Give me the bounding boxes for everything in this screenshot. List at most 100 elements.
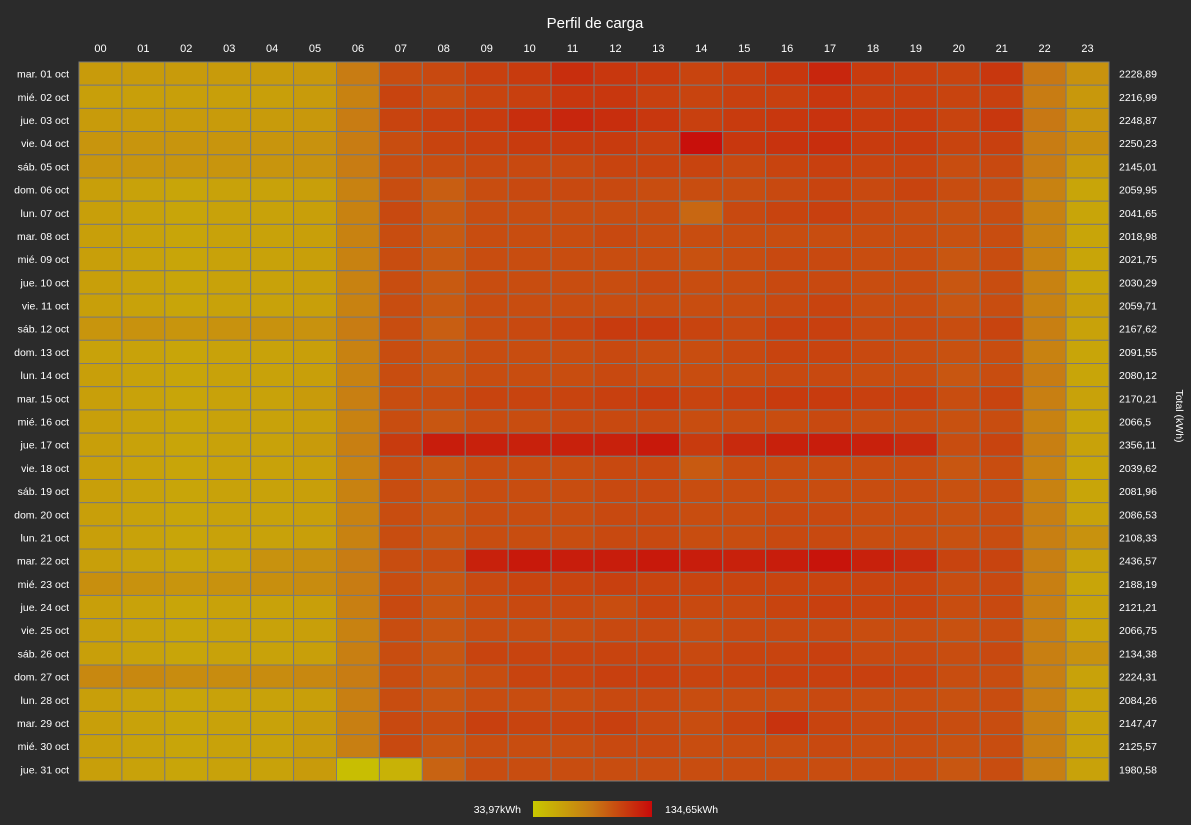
heatmap-cell (636, 61, 681, 86)
heatmap-cell (293, 200, 338, 225)
heatmap-cell (507, 386, 552, 411)
heatmap-cell (679, 548, 724, 573)
heatmap-cell (722, 61, 767, 86)
heatmap-cell (164, 525, 209, 550)
heatmap-cell (78, 223, 123, 249)
row-total-labels: 2228,89 2216,99 2248,87 2250,23 2145,01 2059,… (1119, 69, 1157, 777)
day-label: lun. 14 oct (21, 370, 70, 382)
heatmap-cell (936, 548, 981, 573)
heatmap-cell (593, 386, 638, 411)
heatmap-cell (164, 409, 209, 434)
row-total: 2436,57 (1119, 556, 1157, 568)
heatmap-cell (679, 478, 724, 504)
heatmap-cell (336, 548, 380, 573)
heatmap-cell (421, 478, 466, 504)
heatmap-cell (893, 316, 938, 341)
heatmap-cell (979, 548, 1024, 573)
heatmap-cell (421, 687, 466, 712)
heatmap-cell (679, 177, 724, 202)
heatmap-cell (1022, 548, 1067, 573)
heatmap-cell (336, 316, 380, 341)
hour-label-22: 22 (1039, 43, 1051, 55)
heatmap-cell (164, 478, 209, 504)
heatmap-cell (464, 687, 509, 712)
heatmap-cells (78, 61, 1110, 782)
heatmap-cell (936, 223, 981, 249)
heatmap-cell (1065, 664, 1110, 689)
heatmap-cell (636, 594, 681, 620)
hour-label-08: 08 (438, 43, 450, 55)
heatmap-cell (593, 247, 638, 272)
heatmap-cell (207, 478, 252, 504)
heatmap-cell (507, 270, 552, 295)
heatmap-cell (765, 757, 810, 782)
heatmap-cell (378, 84, 423, 109)
heatmap-cell (1065, 316, 1110, 341)
heatmap-cell (464, 247, 509, 272)
heatmap-cell (593, 316, 638, 341)
chart-title: Perfil de carga (547, 15, 644, 32)
heatmap-cell (336, 107, 380, 133)
heatmap-cell (464, 61, 509, 86)
heatmap-cell (378, 61, 423, 86)
heatmap-cell (979, 594, 1024, 620)
heatmap-cell (765, 710, 810, 736)
heatmap-cell (507, 293, 552, 318)
heatmap-cell (507, 247, 552, 272)
heatmap-cell (593, 293, 638, 318)
heatmap-cell (936, 84, 981, 109)
hour-label-01: 01 (137, 43, 149, 55)
heatmap-cell (851, 734, 895, 759)
heatmap-cell (893, 84, 938, 109)
heatmap-cell (507, 107, 552, 133)
heatmap-cell (550, 363, 595, 388)
heatmap-cell (121, 386, 166, 411)
heatmap-cell (464, 200, 509, 225)
heatmap-cell (936, 363, 981, 388)
heatmap-cell (464, 270, 509, 295)
heatmap-cell (1022, 409, 1067, 434)
y-axis-day-labels: mar. 01 oct mié. 02 oct jue. 03 oct vie. 04… (14, 69, 69, 777)
heatmap-cell (1065, 432, 1110, 457)
heatmap-cell (421, 386, 466, 411)
heatmap-cell (936, 594, 981, 620)
heatmap-cell (293, 502, 338, 527)
heatmap-cell (1022, 316, 1067, 341)
heatmap-cell (250, 409, 295, 434)
heatmap-cell (336, 386, 380, 411)
heatmap-cell (979, 223, 1024, 249)
heatmap-cell (164, 757, 209, 782)
heatmap-cell (78, 409, 123, 434)
heatmap-cell (893, 61, 938, 86)
heatmap-cell (593, 432, 638, 457)
heatmap-cell (765, 664, 810, 689)
heatmap-cell (207, 502, 252, 527)
heatmap-cell (250, 455, 295, 480)
heatmap-cell (207, 757, 252, 782)
heatmap-cell (851, 223, 895, 249)
hour-label-09: 09 (481, 43, 493, 55)
heatmap-cell (421, 61, 466, 86)
heatmap-cell (851, 131, 895, 156)
heatmap-cell (979, 409, 1024, 434)
heatmap-cell (765, 131, 810, 156)
heatmap-cell (893, 363, 938, 388)
heatmap-cell (164, 270, 209, 295)
heatmap-cell (1022, 571, 1067, 596)
heatmap-cell (722, 409, 767, 434)
row-total: 2066,5 (1119, 417, 1151, 429)
heatmap-cell (421, 177, 466, 202)
heatmap-cell (507, 525, 552, 550)
heatmap-cell (207, 432, 252, 457)
heatmap-cell (78, 339, 123, 365)
day-label: jue. 24 oct (20, 602, 70, 614)
heatmap-cell (207, 293, 252, 318)
heatmap-cell (378, 270, 423, 295)
heatmap-cell (636, 107, 681, 133)
heatmap-cell (550, 641, 595, 666)
heatmap-cell (593, 734, 638, 759)
day-label: mar. 29 oct (17, 718, 69, 730)
heatmap-cell (679, 316, 724, 341)
heatmap-cell (1022, 641, 1067, 666)
heatmap-cell (722, 571, 767, 596)
